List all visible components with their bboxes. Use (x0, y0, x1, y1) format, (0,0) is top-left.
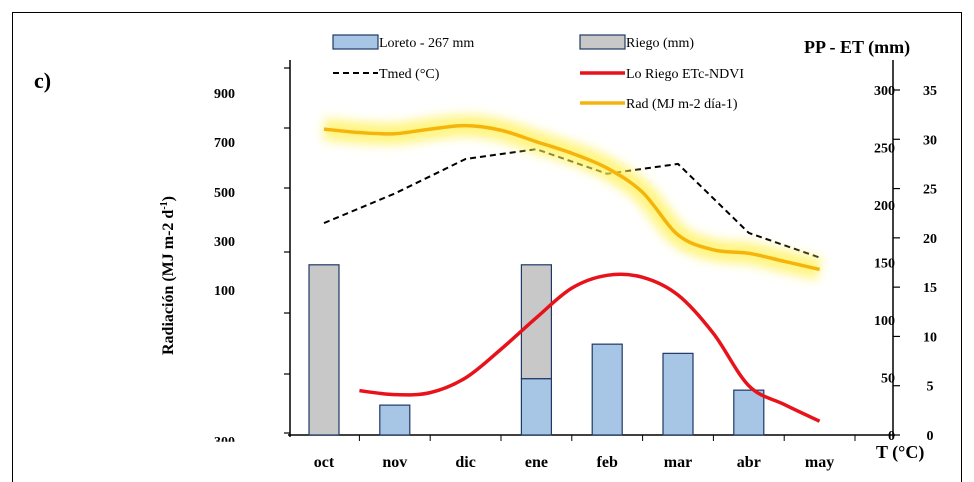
y-right1-tick: 300 (874, 84, 895, 99)
x-tick-label: abr (737, 454, 761, 471)
x-tick-label: feb (597, 454, 618, 471)
legend-label: Lo Riego ETc-NDVI (626, 67, 744, 82)
y-right2-tick: 5 (927, 380, 934, 395)
x-tick-label: nov (382, 454, 407, 471)
y-right2-tick: 15 (923, 281, 937, 296)
y-left-tick: 100 (214, 284, 235, 299)
y-right1-tick: 0 (888, 429, 895, 444)
y-left-tick: 700 (214, 136, 235, 151)
y-right2-tick: 30 (923, 133, 937, 148)
plot-area: 0 50 100 150 200 250 300 0 5 10 15 20 25 30 35 oct nov di… (284, 60, 937, 471)
line-lo-riego (359, 272, 821, 423)
legend: Loreto - 267 mm Riego (mm) Tmed (°C) Lo Rie… (332, 34, 744, 112)
y-right1-tick: 50 (881, 372, 895, 387)
x-tick-label: mar (664, 454, 692, 471)
legend-swatch (579, 34, 626, 50)
bar-loreto (379, 404, 411, 436)
y-right1-tick: 200 (874, 199, 895, 214)
y-left-tick: 900 (214, 87, 235, 102)
legend-swatch (332, 34, 379, 50)
bar-riego (520, 264, 553, 380)
y-right2-axis-title: T (°C) (876, 442, 924, 463)
line-rad-glow (322, 114, 823, 281)
y-right2-tick: 25 (923, 183, 937, 198)
bar-loreto (733, 389, 765, 436)
y-right1-axis-title: PP - ET (mm) (804, 37, 910, 58)
y-right1-tick: 250 (874, 142, 895, 157)
bar-loreto (591, 343, 623, 436)
y-left-tick: -300 (209, 435, 235, 450)
legend-label: Loreto - 267 mm (379, 36, 474, 51)
bar-riego (308, 264, 340, 436)
legend-label: Riego (mm) (626, 36, 694, 51)
y-right2-tick: 0 (927, 429, 934, 444)
chart-frame (12, 12, 962, 482)
y-right2-tick: 35 (923, 84, 937, 99)
y-left-tick: 300 (214, 235, 235, 250)
y-left-ticks: 900 700 500 300 100 -300 (209, 87, 235, 450)
bar-loreto (662, 352, 694, 436)
x-tick-label: ene (525, 454, 548, 471)
panel-label: c) (34, 68, 51, 93)
bar-loreto (520, 378, 553, 436)
y-left-tick: 500 (214, 186, 235, 201)
x-tick-label: oct (314, 454, 335, 471)
line-tmed (323, 148, 820, 259)
line-rad (323, 123, 820, 272)
x-tick-label: may (805, 454, 834, 471)
y-right1-tick: 150 (874, 257, 895, 272)
y-right2-tick: 20 (923, 232, 937, 247)
y-right2-tick: 10 (923, 330, 937, 345)
y-right1-tick: 100 (874, 314, 895, 329)
y-left-axis-title: Radiación (MJ m-2 d-1) (159, 196, 177, 355)
legend-label: Rad (MJ m-2 día-1) (626, 97, 738, 112)
x-tick-label: dic (455, 454, 475, 471)
legend-label: Tmed (°C) (379, 67, 440, 82)
